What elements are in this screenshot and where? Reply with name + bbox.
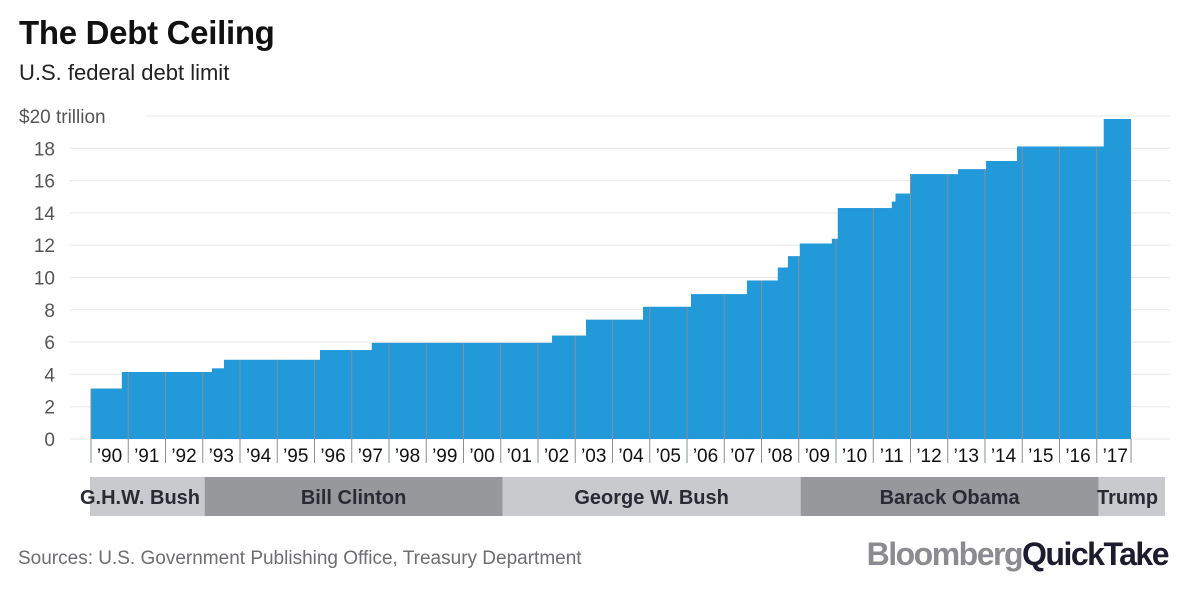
x-tick-label: ’07 xyxy=(730,446,755,467)
source-note: Sources: U.S. Government Publishing Offi… xyxy=(18,548,582,569)
debt-limit-step xyxy=(121,372,213,439)
x-tick-label: ’97 xyxy=(358,446,383,467)
x-tick-label: ’09 xyxy=(805,446,830,467)
x-axis-ticks: ’90 ’91 ’92 ’93 ’94 ’95 ’96 ’97 ’98 ’99 ’00 ’01 ’02 ’… xyxy=(97,446,1128,467)
debt-limit-step xyxy=(91,388,122,439)
x-tick-label: ’03 xyxy=(581,446,606,467)
x-tick-label: ’15 xyxy=(1028,446,1053,467)
debt-limit-step xyxy=(371,342,553,439)
debt-limit-step xyxy=(799,243,832,439)
logo-quicktake: QuickTake xyxy=(1022,536,1169,572)
y-tick-label: 0 xyxy=(44,430,55,451)
x-tick-label: ’01 xyxy=(507,446,532,467)
debt-limit-step xyxy=(223,359,321,439)
debt-limit-step xyxy=(212,368,224,439)
y-tick-label: 2 xyxy=(44,398,55,419)
president-band xyxy=(800,477,1099,516)
y-tick-label: 14 xyxy=(34,204,56,225)
debt-limit-step xyxy=(891,201,896,439)
x-tick-label: ’95 xyxy=(283,446,308,467)
debt-limit-step xyxy=(320,350,372,439)
debt-limit-step xyxy=(837,208,892,439)
x-tick-label: ’13 xyxy=(954,446,979,467)
y-tick-label: 4 xyxy=(44,365,55,386)
debt-limit-step xyxy=(777,267,788,439)
x-tick-label: ’98 xyxy=(395,446,420,467)
y-tick-label: 8 xyxy=(44,301,55,322)
x-tick-label: ’06 xyxy=(693,446,718,467)
x-tick-label: ’99 xyxy=(432,446,457,467)
x-tick-label: ’04 xyxy=(618,446,644,467)
x-tick-label: ’05 xyxy=(656,446,681,467)
x-tick-label: ’08 xyxy=(767,446,792,467)
y-axis-ticks: 0 2 4 6 8 10 12 14 16 18 $20 trillion xyxy=(19,107,106,451)
x-tick-label: ’93 xyxy=(209,446,234,467)
debt-limit-step xyxy=(586,319,644,439)
debt-limit-step xyxy=(1103,119,1132,439)
x-tick-label: ’14 xyxy=(991,446,1017,467)
president-band xyxy=(502,477,801,516)
debt-limit-step xyxy=(831,238,838,439)
x-tick-label: ’11 xyxy=(880,446,904,467)
debt-limit-step xyxy=(691,294,747,439)
x-tick-label: ’16 xyxy=(1065,446,1090,467)
x-tick-label: ’10 xyxy=(842,446,867,467)
president-band xyxy=(90,477,205,516)
logo-bloomberg: Bloomberg xyxy=(866,536,1024,572)
chart-title: The Debt Ceiling xyxy=(19,14,275,51)
president-label: Barack Obama xyxy=(880,487,1021,509)
president-label: George W. Bush xyxy=(574,487,728,509)
chart-subtitle: U.S. federal debt limit xyxy=(19,60,230,85)
debt-limit-step xyxy=(787,256,800,439)
y-tick-label: 16 xyxy=(34,172,55,193)
x-tick-label: ’94 xyxy=(246,446,272,467)
debt-limit-step xyxy=(986,161,1018,440)
x-tick-label: ’00 xyxy=(469,446,494,467)
y-tick-label: 12 xyxy=(34,236,55,257)
debt-limit-step xyxy=(958,169,987,439)
year-dividers xyxy=(90,146,1132,463)
debt-limit-step xyxy=(910,174,959,440)
x-tick-label: ’96 xyxy=(320,446,345,467)
x-tick-label: ’90 xyxy=(97,446,122,467)
president-band xyxy=(204,477,503,516)
y-tick-label: 6 xyxy=(44,333,55,354)
x-tick-label: ’12 xyxy=(916,446,941,467)
president-band xyxy=(1098,477,1165,516)
x-tick-label: ’91 xyxy=(134,446,159,467)
y-tick-label: 10 xyxy=(34,269,55,290)
debt-limit-step xyxy=(895,193,911,439)
x-tick-label: ’02 xyxy=(544,446,569,467)
debt-limit-area xyxy=(91,119,1132,440)
president-label: Bill Clinton xyxy=(301,487,407,509)
y-tick-label: 18 xyxy=(34,139,55,160)
president-label: G.H.W. Bush xyxy=(80,487,200,509)
president-bands: G.H.W. Bush Bill Clinton George W. Bush Bar… xyxy=(80,477,1165,516)
debt-limit-step xyxy=(1017,146,1104,440)
x-tick-label: ’92 xyxy=(171,446,196,467)
bloomberg-quicktake-logo: BloombergQuickTake xyxy=(866,536,1170,573)
y-tick-label: $20 trillion xyxy=(19,107,106,128)
debt-limit-step xyxy=(643,306,692,439)
president-label: Trump xyxy=(1097,487,1158,509)
x-tick-label: ’17 xyxy=(1103,446,1128,467)
debt-limit-step xyxy=(552,335,587,439)
debt-limit-step xyxy=(746,280,778,439)
